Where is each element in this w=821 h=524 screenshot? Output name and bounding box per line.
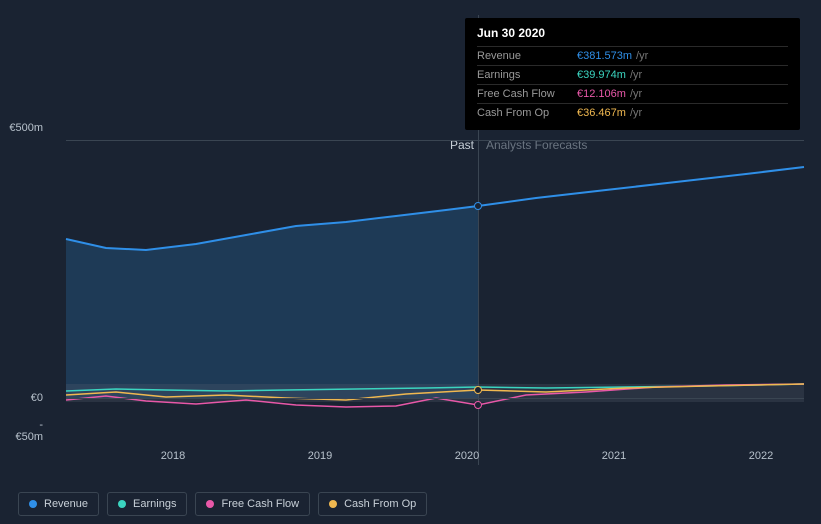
tooltip-row: Earnings€39.974m/yr [477,65,788,84]
tooltip-suffix: /yr [630,107,642,119]
legend-dot [206,500,214,508]
legend-dot [118,500,126,508]
legend-item-cash-from-op[interactable]: Cash From Op [318,492,427,516]
x-axis-label: 2021 [602,450,626,462]
tooltip-value: €381.573m [577,50,632,62]
gridline [66,140,804,141]
tooltip-label: Earnings [477,69,577,81]
tooltip-row: Cash From Op€36.467m/yr [477,103,788,122]
x-axis-label: 2019 [308,450,332,462]
legend-label: Free Cash Flow [221,498,299,510]
tooltip-suffix: /yr [630,88,642,100]
tooltip-value: €36.467m [577,107,626,119]
legend-item-revenue[interactable]: Revenue [18,492,99,516]
tooltip-date: Jun 30 2020 [477,26,788,40]
legend-item-free-cash-flow[interactable]: Free Cash Flow [195,492,310,516]
chart-legend: Revenue Earnings Free Cash Flow Cash From O… [18,492,427,516]
marker-fcf [474,401,482,409]
tooltip-row: Revenue€381.573m/yr [477,46,788,65]
x-axis-label: 2018 [161,450,185,462]
tooltip-value: €39.974m [577,69,626,81]
tooltip-row: Free Cash Flow€12.106m/yr [477,84,788,103]
x-axis-label: 2020 [455,450,479,462]
legend-label: Cash From Op [344,498,416,510]
legend-dot [329,500,337,508]
plot-area[interactable]: Past Analysts Forecasts [66,140,804,435]
chart-tooltip: Jun 30 2020 Revenue€381.573m/yrEarnings€… [465,18,800,130]
y-axis-label: €500m [9,122,43,134]
legend-label: Revenue [44,498,88,510]
marker-cashop [474,386,482,394]
tooltip-label: Cash From Op [477,107,577,119]
x-axis-label: 2022 [749,450,773,462]
tooltip-label: Revenue [477,50,577,62]
y-axis-label: €0 [31,392,43,404]
zero-gridline [66,398,804,399]
tooltip-value: €12.106m [577,88,626,100]
tooltip-label: Free Cash Flow [477,88,577,100]
legend-item-earnings[interactable]: Earnings [107,492,187,516]
y-axis-label: -€50m [15,419,43,443]
legend-label: Earnings [133,498,176,510]
marker-revenue [474,202,482,210]
legend-dot [29,500,37,508]
tooltip-suffix: /yr [630,69,642,81]
chart-lines [66,140,804,435]
tooltip-suffix: /yr [636,50,648,62]
